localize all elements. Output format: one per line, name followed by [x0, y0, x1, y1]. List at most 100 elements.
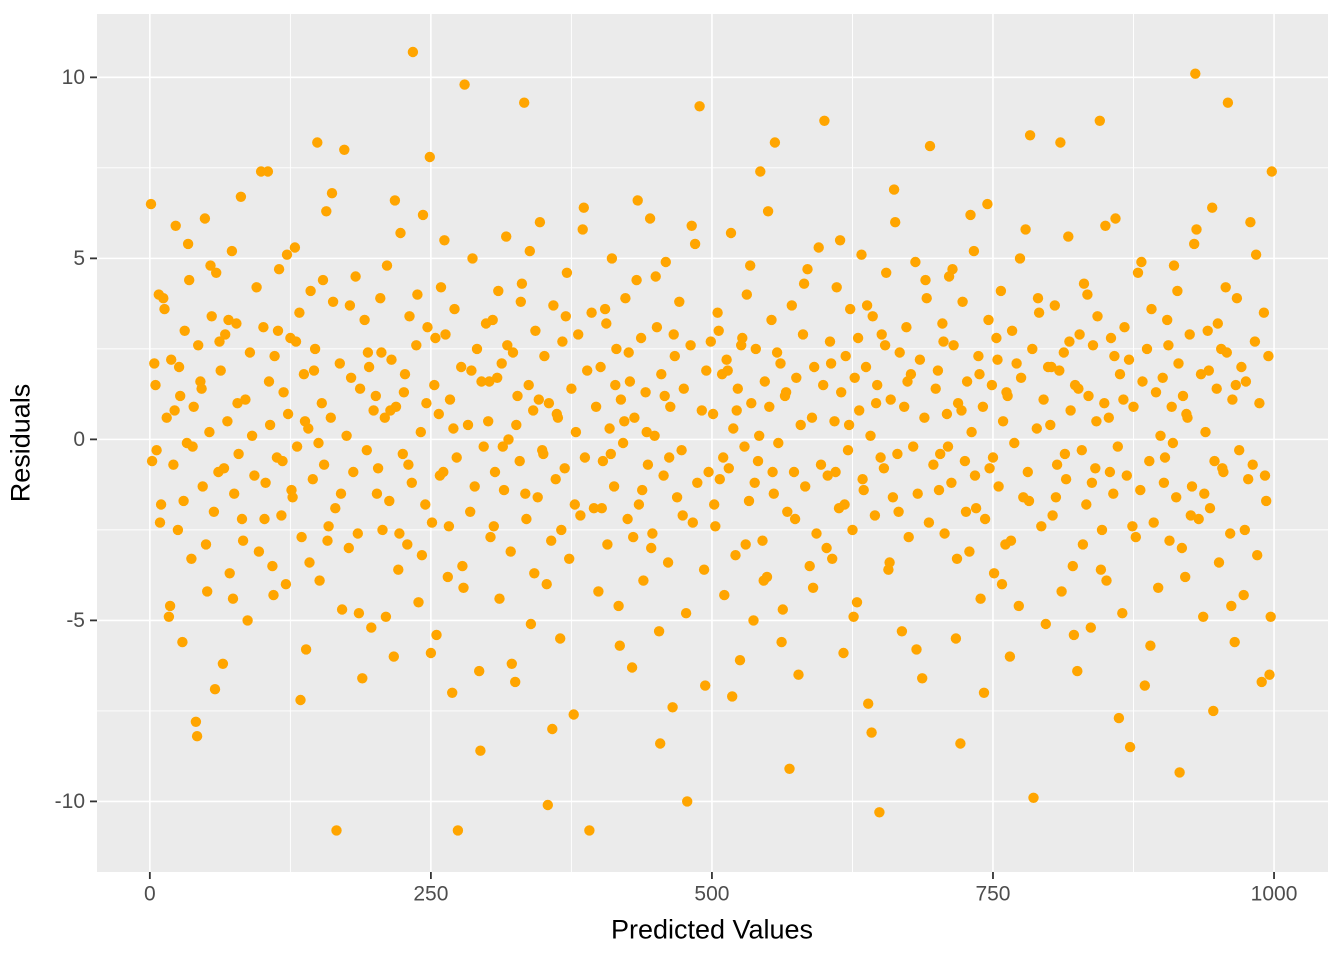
data-point: [296, 531, 307, 543]
data-point: [776, 636, 787, 648]
data-point: [444, 394, 456, 405]
data-point: [146, 455, 158, 467]
data-point: [1096, 524, 1108, 536]
data-point: [624, 376, 636, 387]
data-point: [637, 484, 648, 496]
data-point: [242, 615, 253, 626]
data-point: [1124, 741, 1136, 753]
data-point: [754, 430, 765, 441]
data-point: [169, 405, 180, 416]
data-point: [727, 691, 738, 702]
data-point: [825, 358, 837, 369]
data-point: [815, 459, 827, 470]
data-point: [514, 455, 525, 467]
data-point: [312, 137, 323, 148]
data-point: [376, 347, 387, 358]
data-point: [973, 350, 984, 362]
data-point: [335, 488, 347, 499]
data-point: [610, 379, 621, 391]
data-point: [375, 293, 386, 304]
data-point: [876, 329, 887, 340]
data-point: [443, 521, 455, 532]
data-point: [393, 564, 404, 575]
data-point: [1022, 466, 1033, 478]
data-point: [1212, 318, 1224, 329]
data-point: [244, 347, 256, 358]
data-point: [1211, 383, 1222, 394]
data-point: [206, 311, 217, 322]
data-point: [354, 383, 366, 394]
data-point: [155, 499, 167, 510]
data-point: [290, 336, 302, 347]
data-point: [564, 553, 575, 564]
data-point: [145, 198, 157, 210]
data-point: [163, 611, 175, 622]
data-point: [881, 267, 892, 278]
data-point: [924, 140, 936, 152]
data-point: [1049, 300, 1061, 311]
data-point: [888, 184, 900, 195]
data-point: [494, 593, 505, 604]
data-point: [677, 510, 688, 521]
data-point: [1073, 383, 1084, 394]
data-point: [641, 426, 652, 438]
data-point: [379, 412, 390, 423]
data-point: [997, 416, 1009, 427]
data-point: [246, 430, 258, 441]
data-point: [555, 633, 566, 644]
data-point: [260, 477, 271, 488]
data-point: [1076, 445, 1088, 456]
data-point: [493, 285, 504, 297]
data-point: [680, 608, 692, 619]
data-point: [1013, 600, 1024, 612]
data-point: [519, 97, 530, 108]
data-point: [523, 379, 534, 391]
data-point: [856, 249, 867, 260]
data-point: [173, 361, 185, 373]
data-point: [620, 293, 631, 304]
data-point: [1072, 665, 1083, 677]
data-point: [1110, 213, 1121, 224]
data-point: [847, 524, 858, 536]
data-point: [757, 535, 768, 546]
data-point: [267, 560, 278, 572]
data-point: [164, 600, 176, 612]
data-point: [214, 336, 225, 347]
data-point: [483, 416, 494, 427]
data-point: [813, 242, 824, 253]
data-point: [608, 481, 620, 492]
x-tick-label: 250: [413, 883, 448, 906]
data-point: [217, 658, 229, 669]
data-point: [281, 249, 293, 260]
data-point: [573, 329, 584, 340]
data-point: [1243, 474, 1254, 485]
data-point: [1023, 495, 1035, 507]
y-tick-label: 0: [73, 428, 85, 451]
data-point: [791, 372, 802, 383]
data-point: [1240, 376, 1252, 387]
data-point: [151, 445, 162, 456]
data-point: [1261, 495, 1272, 507]
data-point: [629, 412, 640, 423]
data-point: [664, 452, 675, 463]
data-point: [866, 727, 877, 738]
data-point: [294, 307, 305, 318]
data-point: [521, 513, 532, 525]
data-point: [995, 285, 1007, 297]
data-point: [154, 517, 166, 528]
data-point: [434, 470, 446, 481]
data-point: [308, 365, 320, 376]
data-point: [1173, 358, 1184, 369]
data-point: [406, 477, 417, 488]
data-point: [635, 332, 647, 344]
data-point: [542, 799, 553, 811]
data-point: [596, 503, 607, 514]
data-point: [819, 115, 830, 127]
data-point: [1063, 231, 1074, 242]
y-axis-tick-labels: 10 5 0 -5 -10: [55, 66, 85, 813]
data-point: [1150, 387, 1162, 398]
data-point: [425, 647, 437, 659]
data-point: [1144, 455, 1155, 467]
data-point: [307, 474, 318, 485]
data-point: [746, 398, 757, 409]
